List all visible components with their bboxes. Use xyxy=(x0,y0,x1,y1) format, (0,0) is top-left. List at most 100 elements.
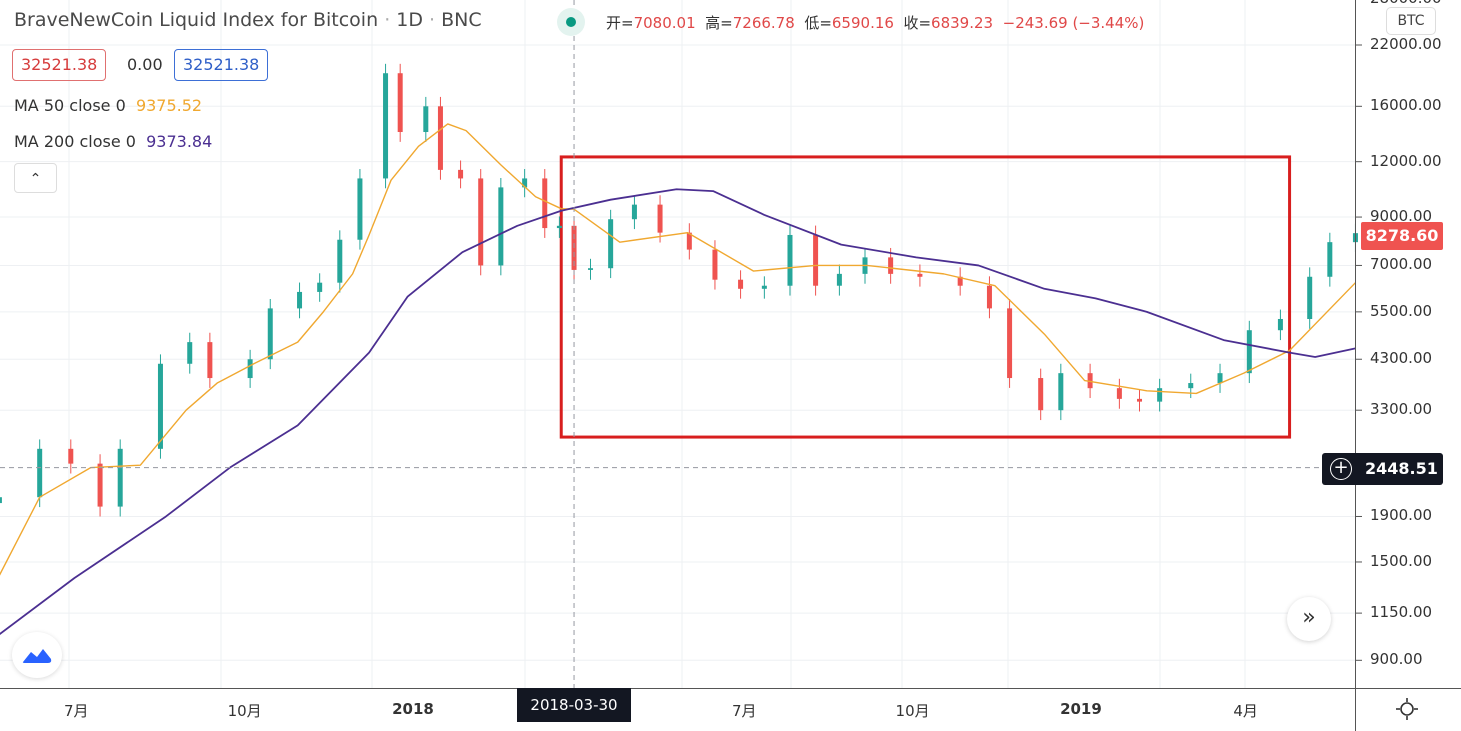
x-tick-label: 7月 xyxy=(731,702,757,720)
sell-button[interactable]: 32521.38 xyxy=(12,49,107,81)
candle-body xyxy=(68,448,74,464)
candle-body xyxy=(813,234,819,286)
ma50-label: MA 50 close 0 xyxy=(14,96,126,115)
y-tick-label: 28000.00 xyxy=(1370,0,1442,7)
grid xyxy=(0,0,1362,688)
chevron-up-icon: ⌃ xyxy=(29,171,42,187)
candle-body xyxy=(97,463,103,507)
x-tick-label: 10月 xyxy=(227,702,262,720)
scroll-to-realtime-button[interactable]: » xyxy=(1287,597,1331,641)
candle-body xyxy=(1277,318,1283,331)
candle-body xyxy=(498,187,504,266)
candle-body xyxy=(917,273,923,277)
moving-averages xyxy=(0,123,1356,636)
buy-button[interactable]: 32521.38 xyxy=(174,49,269,81)
y-tick-label: 1150.00 xyxy=(1370,603,1433,622)
candle-body xyxy=(556,225,562,229)
ma50-line xyxy=(0,123,1356,576)
ma50-value: 9375.52 xyxy=(135,96,203,115)
y-tick-label: 9000.00 xyxy=(1370,207,1433,226)
low-value: 6590.16 xyxy=(831,14,894,32)
y-tick-label: 4300.00 xyxy=(1370,349,1433,368)
y-tick-label: 1500.00 xyxy=(1370,551,1433,570)
candle-body xyxy=(1087,373,1093,389)
close-label: 收= xyxy=(903,14,932,32)
x-tick-label: 7月 xyxy=(63,702,89,720)
candle-body xyxy=(761,285,767,289)
candle-body xyxy=(1217,373,1223,384)
candle-body xyxy=(657,204,663,233)
y-tick-label: 16000.00 xyxy=(1370,96,1442,115)
candle-body xyxy=(1188,383,1194,389)
open-label: 开= xyxy=(606,14,634,32)
market-status-icon[interactable] xyxy=(557,8,585,36)
candle-body xyxy=(317,282,323,292)
candle-body xyxy=(1157,388,1163,402)
y-tick-label: 1900.00 xyxy=(1370,506,1433,525)
candle-body xyxy=(986,285,992,309)
candle-body xyxy=(458,169,464,179)
x-tick-label: 10月 xyxy=(895,702,930,720)
crosshair-price: 2448.51 xyxy=(1365,459,1438,478)
ma200-value: 9373.84 xyxy=(146,132,213,151)
open-value: 7080.01 xyxy=(633,14,696,32)
x-tick-label: 2019 xyxy=(1060,700,1102,718)
x-tick-label: 2018 xyxy=(392,700,434,718)
candle-body xyxy=(0,497,2,504)
symbol-name: BraveNewCoin Liquid Index for Bitcoin xyxy=(14,9,379,31)
candle-body xyxy=(588,268,594,270)
tradingview-logo[interactable] xyxy=(12,632,62,678)
crosshair-price-tag: +2448.51 xyxy=(1322,453,1443,485)
candle-body xyxy=(836,273,842,286)
candle-body xyxy=(712,249,718,280)
settings-icon[interactable] xyxy=(1395,697,1419,721)
interval: 1D xyxy=(396,9,423,31)
candle-body xyxy=(1058,373,1064,411)
symbol-title[interactable]: BraveNewCoin Liquid Index for Bitcoin · … xyxy=(14,9,482,31)
y-tick-label: 5500.00 xyxy=(1370,301,1433,320)
ohlc-readout: 开=7080.01 高=7266.78 低=6590.16 收=6839.23 … xyxy=(606,12,1144,33)
high-value: 7266.78 xyxy=(732,14,795,32)
low-label: 低= xyxy=(804,14,832,32)
ma200-legend[interactable]: MA 200 close 0 9373.84 xyxy=(14,132,212,151)
y-tick-label: 7000.00 xyxy=(1370,255,1433,274)
candle-body xyxy=(631,204,637,220)
ma50-legend[interactable]: MA 50 close 0 9375.52 xyxy=(14,96,202,115)
candle-body xyxy=(247,359,253,379)
candle-body xyxy=(337,239,343,283)
plus-circle-icon[interactable]: + xyxy=(1330,458,1352,480)
x-tick-label: 4月 xyxy=(1233,702,1258,720)
candle-body xyxy=(787,234,793,286)
candle-body xyxy=(267,308,273,360)
last-price-tag: 8278.60 xyxy=(1361,222,1443,250)
candle-body xyxy=(397,73,403,133)
candle-body xyxy=(1007,308,1013,379)
candle-body xyxy=(37,448,43,498)
annotation-rectangle[interactable] xyxy=(559,155,1292,439)
candle-body xyxy=(297,291,303,309)
crosshair-date-tag: 2018-03-30 xyxy=(517,688,631,722)
candle-body xyxy=(542,178,548,229)
candle-body xyxy=(187,342,193,364)
collapse-legend-button[interactable]: ⌃ xyxy=(14,163,57,193)
candle-body xyxy=(1116,388,1122,399)
candle-body xyxy=(1137,398,1143,402)
currency-label[interactable]: BTC xyxy=(1386,7,1436,35)
candle-body xyxy=(383,73,389,179)
candle-body xyxy=(423,106,429,133)
candle-body xyxy=(437,106,443,170)
spread-value: 0.00 xyxy=(127,55,163,74)
exchange: BNC xyxy=(441,9,482,31)
high-label: 高= xyxy=(705,14,733,32)
candle-body xyxy=(478,178,484,266)
double-chevron-right-icon: » xyxy=(1302,605,1316,630)
candle-body xyxy=(117,448,123,507)
candle-body xyxy=(1246,330,1252,374)
separator: · xyxy=(384,9,391,31)
crosshair xyxy=(0,0,1355,688)
candle-body xyxy=(1038,378,1044,411)
ma200-line xyxy=(0,188,1356,636)
candle-body xyxy=(522,178,528,188)
y-tick-label: 900.00 xyxy=(1370,650,1423,669)
